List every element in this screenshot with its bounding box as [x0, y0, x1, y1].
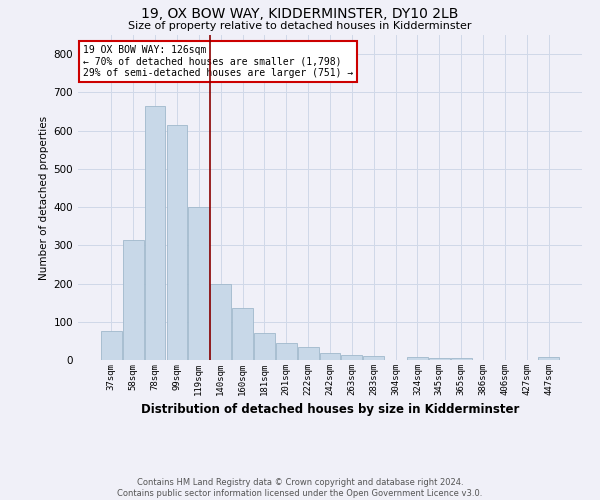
X-axis label: Distribution of detached houses by size in Kidderminster: Distribution of detached houses by size … [141, 404, 519, 416]
Text: Contains HM Land Registry data © Crown copyright and database right 2024.
Contai: Contains HM Land Registry data © Crown c… [118, 478, 482, 498]
Text: 19, OX BOW WAY, KIDDERMINSTER, DY10 2LB: 19, OX BOW WAY, KIDDERMINSTER, DY10 2LB [142, 8, 458, 22]
Bar [538, 358, 559, 360]
Text: 19 OX BOW WAY: 126sqm
← 70% of detached houses are smaller (1,798)
29% of semi-d: 19 OX BOW WAY: 126sqm ← 70% of detached … [83, 45, 353, 78]
Bar [364, 356, 384, 360]
Bar [407, 358, 428, 360]
Bar [320, 353, 340, 360]
Bar [123, 240, 143, 360]
Bar [101, 332, 122, 360]
Bar [210, 284, 231, 360]
Bar [451, 358, 472, 360]
Bar [276, 343, 296, 360]
Text: Size of property relative to detached houses in Kidderminster: Size of property relative to detached ho… [128, 21, 472, 31]
Bar [429, 358, 450, 360]
Bar [254, 333, 275, 360]
Bar [298, 346, 319, 360]
Bar [188, 207, 209, 360]
Bar [232, 308, 253, 360]
Y-axis label: Number of detached properties: Number of detached properties [40, 116, 49, 280]
Bar [167, 125, 187, 360]
Bar [341, 356, 362, 360]
Bar [145, 106, 166, 360]
